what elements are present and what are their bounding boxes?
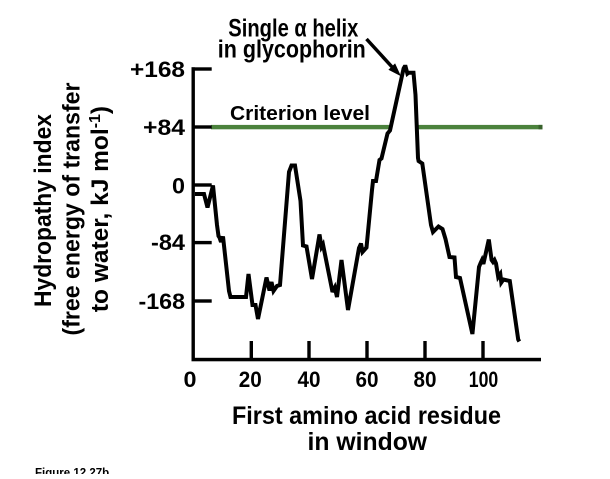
svg-text:First amino acid residue: First amino acid residue <box>232 402 501 430</box>
svg-text:+168: +168 <box>130 57 185 82</box>
svg-text:in glycophorin: in glycophorin <box>218 35 366 63</box>
svg-text:in window: in window <box>308 428 428 456</box>
svg-text:-84: -84 <box>151 230 186 255</box>
svg-text:100: 100 <box>469 367 499 392</box>
svg-text:80: 80 <box>414 367 437 392</box>
svg-text:-168: -168 <box>139 289 186 314</box>
svg-text:Figure 12.27b: Figure 12.27b <box>35 468 109 475</box>
svg-text:60: 60 <box>356 367 379 392</box>
svg-text:20: 20 <box>239 367 262 392</box>
svg-text:Criterion level: Criterion level <box>230 102 370 125</box>
svg-text:to water, kJ mol-1): to water, kJ mol-1) <box>87 106 114 312</box>
svg-text:0: 0 <box>172 173 185 198</box>
svg-text:0: 0 <box>184 367 197 392</box>
svg-text:(free energy of transfer: (free energy of transfer <box>59 82 86 335</box>
svg-text:+84: +84 <box>143 115 186 140</box>
svg-text:40: 40 <box>298 367 321 392</box>
svg-text:Hydropathy index: Hydropathy index <box>30 114 57 307</box>
svg-text:Single α helix: Single α helix <box>228 14 358 42</box>
